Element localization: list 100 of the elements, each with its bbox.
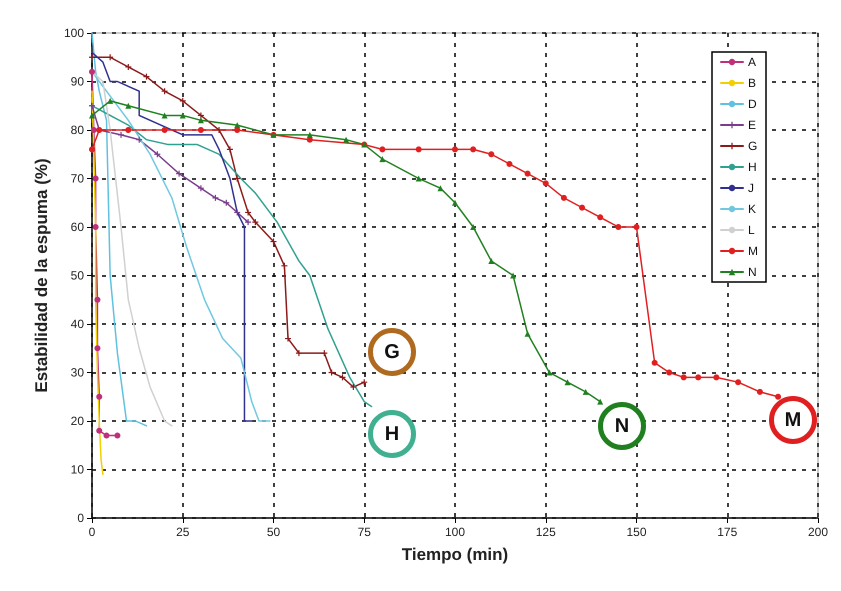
point <box>680 374 687 380</box>
point <box>713 374 720 380</box>
x-tick-label: 125 <box>536 525 556 539</box>
point <box>306 132 313 138</box>
x-tick-label: 150 <box>626 525 647 539</box>
point <box>524 170 531 177</box>
legend-label: L <box>748 223 756 237</box>
point <box>756 388 763 395</box>
point <box>114 432 120 439</box>
point <box>143 74 150 80</box>
point <box>136 136 142 143</box>
circle-outline: H <box>368 410 416 458</box>
point <box>125 127 132 133</box>
legend-label: J <box>748 181 754 195</box>
point <box>361 379 368 386</box>
x-tick-label: 200 <box>808 525 828 539</box>
x-axis-title: Tiempo (min) <box>402 545 508 564</box>
point <box>89 112 95 118</box>
point <box>89 68 95 75</box>
point <box>452 200 458 206</box>
point <box>125 102 132 109</box>
x-tick-label: 0 <box>88 525 96 539</box>
point <box>343 136 350 143</box>
point <box>96 428 102 434</box>
point <box>470 224 476 230</box>
circle-outline: M <box>769 396 817 444</box>
point <box>488 258 494 264</box>
legend-label: E <box>748 118 756 132</box>
x-tick-label: 175 <box>717 525 738 539</box>
point <box>452 146 458 152</box>
point <box>735 379 742 386</box>
point <box>615 224 622 230</box>
y-tick-label: 10 <box>70 462 84 476</box>
y-tick-label: 60 <box>70 220 84 234</box>
y-tick-label: 0 <box>77 511 84 525</box>
point <box>582 388 589 395</box>
point <box>379 146 386 152</box>
point <box>162 127 168 133</box>
point <box>198 185 204 192</box>
x-tick-label: 75 <box>358 525 372 539</box>
legend-label: N <box>748 265 757 279</box>
point <box>379 156 386 162</box>
legend-label: B <box>748 76 756 90</box>
point <box>652 360 658 366</box>
legend-label: D <box>748 97 758 111</box>
point <box>92 224 99 230</box>
point <box>162 88 168 94</box>
y-tick-label: 70 <box>70 172 84 186</box>
point <box>89 146 95 152</box>
point <box>560 194 567 201</box>
point <box>234 209 240 216</box>
circle-outline: N <box>598 402 646 450</box>
point <box>634 224 640 230</box>
point <box>510 272 516 278</box>
point <box>437 185 444 192</box>
point <box>90 127 97 133</box>
point <box>416 176 422 182</box>
legend-label: H <box>748 160 757 174</box>
point <box>198 117 204 124</box>
legend-label: A <box>748 55 756 69</box>
point <box>564 379 571 386</box>
point <box>234 176 240 182</box>
point <box>321 350 328 356</box>
y-tick-label: 30 <box>70 366 84 380</box>
point <box>96 394 102 400</box>
point <box>546 370 552 376</box>
point <box>281 262 288 269</box>
y-tick-label: 80 <box>70 123 84 137</box>
point <box>180 112 186 118</box>
line-series <box>91 90 104 476</box>
point <box>125 64 132 70</box>
point <box>234 122 240 128</box>
y-tick-label: 40 <box>70 317 84 331</box>
point <box>94 345 100 352</box>
point <box>488 151 494 158</box>
x-tick-label: 50 <box>266 525 280 539</box>
point <box>695 374 702 380</box>
point <box>198 127 204 133</box>
point <box>89 102 95 109</box>
point <box>223 200 230 206</box>
point <box>597 214 604 220</box>
legend-label: K <box>748 202 756 216</box>
point <box>506 160 512 167</box>
y-tick-label: 100 <box>64 26 84 40</box>
point <box>579 204 586 211</box>
point <box>542 180 549 186</box>
point <box>775 394 782 400</box>
point <box>154 151 160 158</box>
point <box>524 330 531 337</box>
legend-label: M <box>748 244 758 258</box>
point <box>94 296 100 303</box>
point <box>162 112 168 118</box>
point <box>416 146 422 152</box>
point <box>107 98 114 104</box>
point <box>597 398 604 405</box>
y-axis-title: Estabilidad de la espuma (%) <box>32 158 51 393</box>
y-tick-label: 50 <box>70 268 84 282</box>
point <box>666 370 672 376</box>
y-tick-label: 20 <box>70 414 84 428</box>
point <box>180 98 186 104</box>
